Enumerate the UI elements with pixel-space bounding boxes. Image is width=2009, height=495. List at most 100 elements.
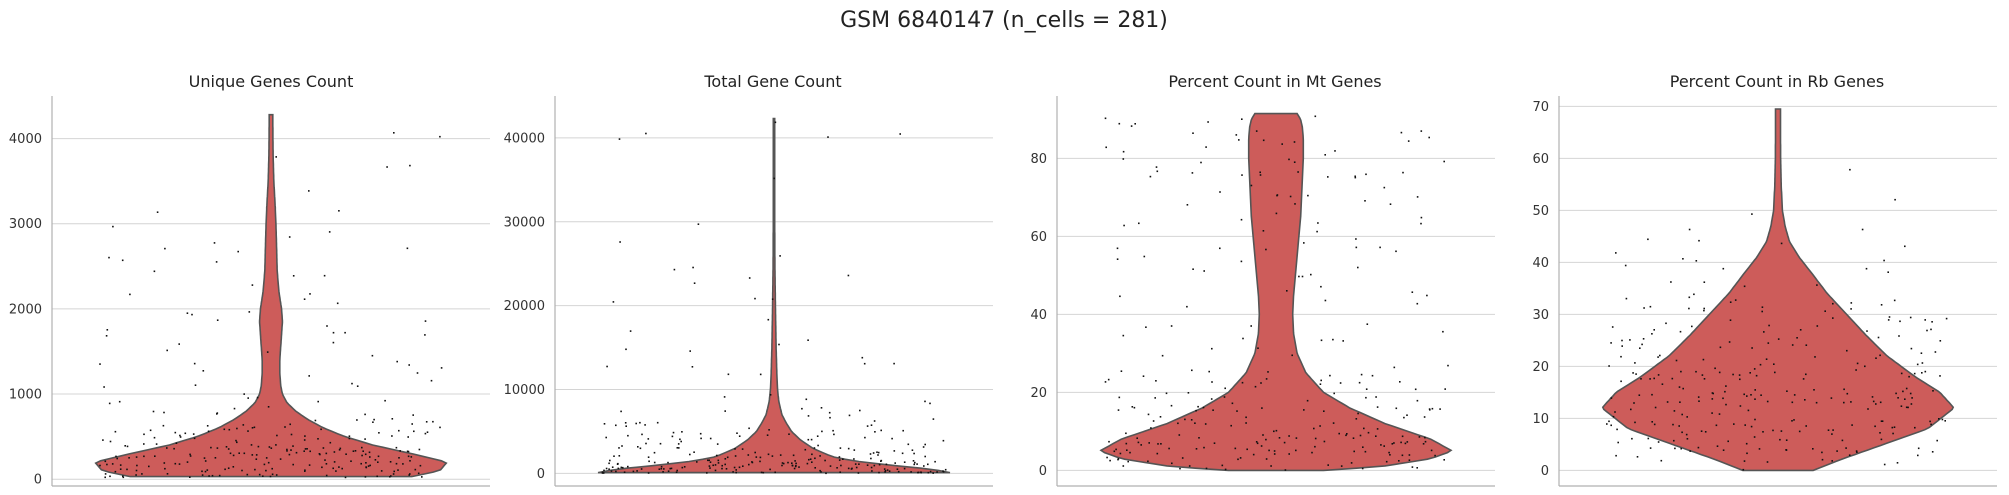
y-tick-label: 40 bbox=[1532, 256, 1549, 271]
data-point bbox=[878, 463, 881, 466]
data-point bbox=[1738, 374, 1741, 376]
data-point bbox=[929, 470, 932, 473]
data-point bbox=[1883, 463, 1886, 466]
data-point bbox=[348, 437, 351, 440]
data-point bbox=[601, 472, 604, 474]
data-point bbox=[208, 475, 210, 477]
data-point bbox=[104, 473, 107, 475]
data-point bbox=[1670, 281, 1672, 283]
data-point bbox=[1639, 347, 1641, 349]
data-point bbox=[733, 466, 736, 469]
data-point bbox=[1638, 394, 1641, 396]
data-point bbox=[1411, 291, 1414, 293]
data-point bbox=[1793, 419, 1795, 421]
data-point bbox=[175, 442, 178, 444]
data-point bbox=[1894, 198, 1896, 201]
data-point bbox=[944, 468, 947, 471]
data-point bbox=[611, 466, 614, 468]
data-point bbox=[1861, 228, 1864, 231]
data-point bbox=[174, 431, 177, 434]
data-point bbox=[1122, 158, 1125, 160]
data-point bbox=[1704, 431, 1707, 433]
data-point bbox=[1339, 382, 1342, 384]
data-point bbox=[805, 398, 808, 401]
data-point bbox=[1653, 329, 1655, 331]
data-point bbox=[1891, 426, 1894, 429]
y-tick-label: 0 bbox=[1039, 464, 1047, 479]
data-point bbox=[1616, 428, 1618, 431]
data-point bbox=[1295, 449, 1297, 452]
data-point bbox=[1117, 409, 1120, 411]
data-point bbox=[1905, 406, 1908, 409]
data-point bbox=[243, 393, 245, 395]
data-point bbox=[942, 439, 945, 442]
data-point bbox=[697, 223, 700, 225]
data-point bbox=[414, 468, 417, 471]
data-point bbox=[164, 467, 166, 470]
data-point bbox=[257, 445, 260, 448]
data-point bbox=[1751, 213, 1753, 215]
data-point bbox=[1265, 438, 1267, 441]
data-point bbox=[1642, 338, 1645, 340]
data-point bbox=[1265, 378, 1268, 380]
data-point bbox=[1654, 406, 1657, 409]
data-point bbox=[1892, 432, 1894, 435]
data-point bbox=[373, 418, 375, 421]
data-point bbox=[1686, 438, 1689, 440]
data-point bbox=[1181, 457, 1184, 459]
data-point bbox=[1155, 380, 1157, 382]
data-point bbox=[1630, 408, 1632, 411]
data-point bbox=[290, 449, 292, 451]
data-point bbox=[1660, 459, 1663, 462]
data-point bbox=[1672, 423, 1674, 426]
data-point bbox=[1241, 381, 1244, 384]
data-point bbox=[1402, 171, 1404, 174]
data-point bbox=[1749, 372, 1751, 374]
data-point bbox=[708, 465, 711, 467]
data-point bbox=[1294, 203, 1296, 205]
data-point bbox=[721, 464, 723, 467]
data-point bbox=[735, 469, 737, 471]
data-point bbox=[1104, 117, 1107, 120]
data-point bbox=[1293, 161, 1296, 163]
data-point bbox=[367, 465, 370, 467]
data-point bbox=[1310, 273, 1312, 276]
data-point bbox=[392, 473, 395, 475]
data-point bbox=[156, 211, 159, 213]
data-point bbox=[683, 466, 686, 468]
data-point bbox=[678, 447, 680, 449]
data-point bbox=[877, 454, 879, 456]
data-point bbox=[1439, 408, 1441, 410]
violin-body bbox=[94, 113, 448, 478]
data-point bbox=[1856, 451, 1858, 453]
data-point bbox=[1703, 378, 1706, 380]
data-point bbox=[1254, 385, 1257, 388]
data-point bbox=[324, 459, 326, 461]
data-point bbox=[1443, 160, 1445, 163]
data-point bbox=[707, 459, 709, 462]
data-point bbox=[670, 467, 673, 470]
data-point bbox=[1612, 415, 1615, 418]
data-point bbox=[760, 471, 763, 474]
data-point bbox=[840, 464, 842, 467]
data-point bbox=[1332, 338, 1334, 341]
data-point bbox=[709, 461, 712, 463]
data-point bbox=[838, 456, 841, 458]
data-point bbox=[644, 424, 646, 426]
data-point bbox=[246, 473, 249, 476]
data-point bbox=[878, 471, 880, 474]
data-point bbox=[1765, 358, 1768, 360]
data-point bbox=[204, 470, 207, 473]
y-tick-label: 30 bbox=[1532, 308, 1549, 323]
data-point bbox=[1418, 436, 1421, 438]
data-point bbox=[262, 475, 264, 477]
data-point bbox=[224, 468, 226, 471]
data-point bbox=[1843, 401, 1845, 404]
data-point bbox=[232, 454, 235, 457]
data-point bbox=[1195, 409, 1197, 412]
data-point bbox=[1932, 390, 1934, 392]
data-point bbox=[425, 421, 428, 423]
data-point bbox=[653, 461, 656, 464]
data-point bbox=[1192, 268, 1194, 270]
data-point bbox=[1911, 397, 1913, 399]
